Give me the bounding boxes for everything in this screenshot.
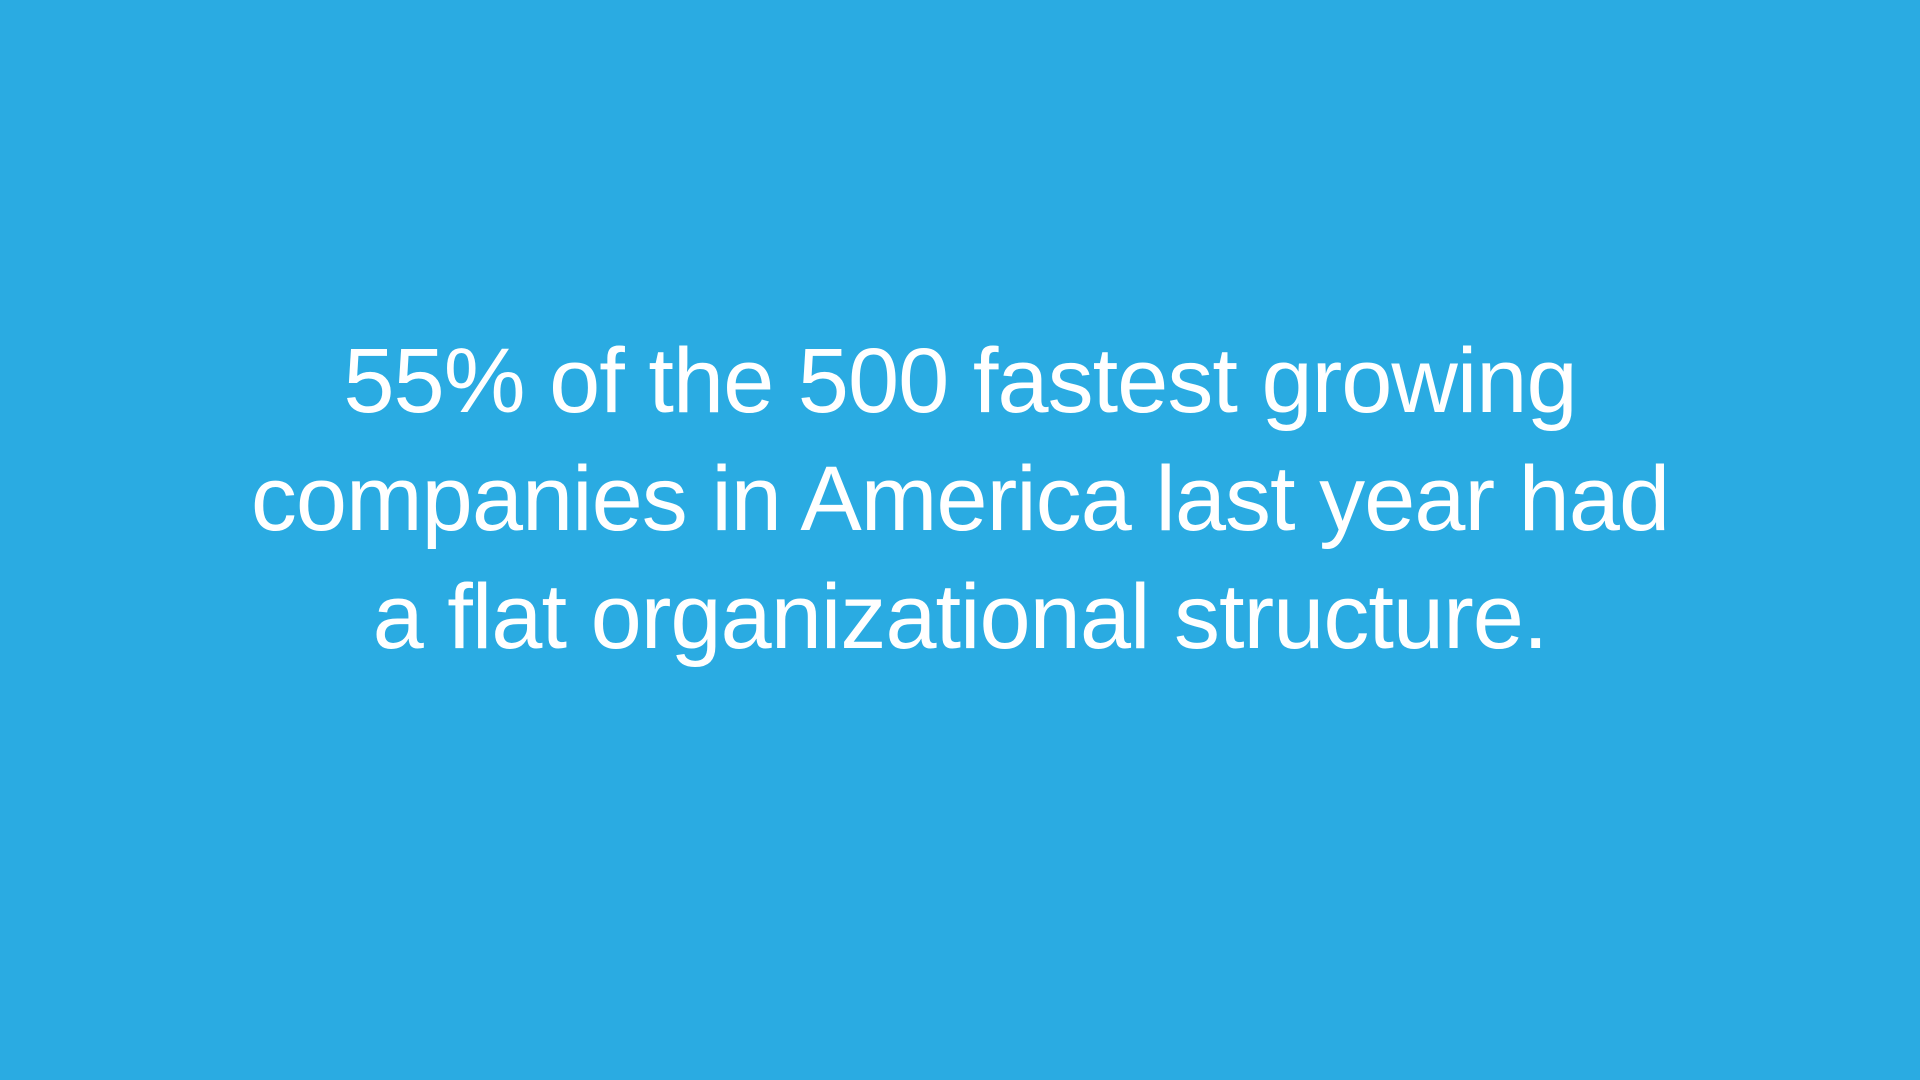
statement-line-2: companies in America last year had [250, 448, 1670, 550]
statement-line-1: 55% of the 500 fastest growing [343, 330, 1577, 432]
statement-line-3: a flat organizational structure. [372, 566, 1549, 668]
statement-text: 55% of the 500 fastest growing companies… [160, 322, 1760, 676]
